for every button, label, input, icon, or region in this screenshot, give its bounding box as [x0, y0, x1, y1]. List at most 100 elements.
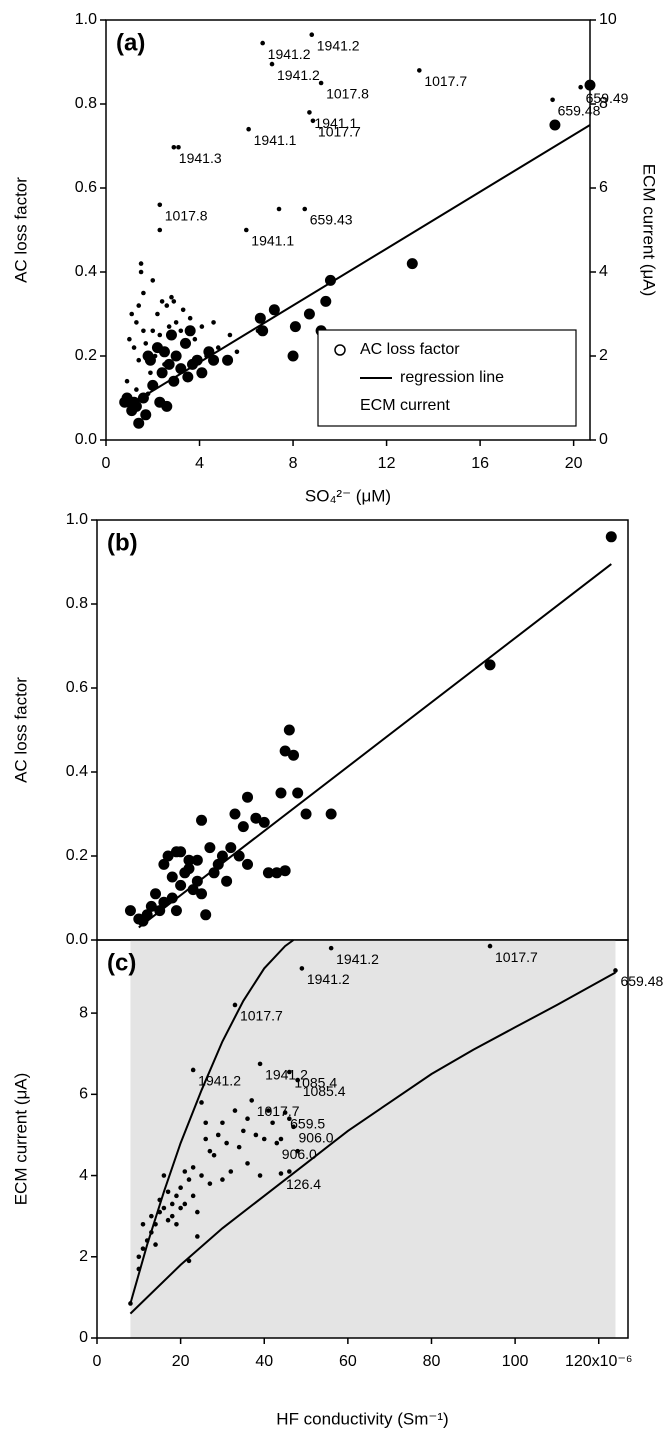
small-dot	[328, 945, 334, 951]
large-dot	[406, 258, 418, 270]
point-label: 906.0	[299, 1130, 334, 1146]
small-dot	[211, 1152, 217, 1158]
small-dot	[164, 303, 170, 308]
large-dot	[254, 312, 266, 324]
small-dot	[243, 227, 249, 233]
small-dot	[140, 1221, 146, 1227]
small-dot	[138, 269, 144, 275]
large-dot	[158, 346, 170, 358]
small-dot	[131, 345, 137, 350]
large-dot	[165, 329, 177, 341]
small-dot	[182, 1169, 188, 1174]
large-dot	[133, 417, 145, 429]
small-dot	[253, 1132, 259, 1138]
point-label: 1941.2	[317, 37, 360, 53]
large-dot	[229, 808, 241, 820]
large-dot	[208, 867, 220, 879]
small-dot	[203, 1120, 209, 1126]
y-tick-label: 8	[79, 1004, 88, 1021]
small-dot	[195, 1209, 200, 1215]
small-dot	[261, 1136, 267, 1142]
large-dot	[166, 871, 178, 883]
y-axis-label: AC loss factor	[11, 177, 30, 283]
point-label: 1941.1	[314, 115, 357, 131]
small-dot	[203, 1136, 209, 1142]
small-dot	[190, 1067, 196, 1073]
large-dot	[484, 659, 496, 671]
small-dot	[169, 1213, 175, 1219]
small-dot	[150, 278, 156, 283]
y-tick-label: 0	[79, 1329, 88, 1346]
large-dot	[283, 724, 295, 736]
small-dot	[182, 1201, 188, 1207]
plot-frame	[105, 19, 591, 441]
small-dot	[487, 943, 493, 949]
small-dot	[220, 1120, 225, 1126]
small-dot	[270, 1120, 275, 1126]
small-dot	[176, 144, 181, 150]
small-dot	[183, 341, 188, 346]
small-dot	[282, 1110, 288, 1115]
large-dot	[258, 816, 270, 828]
large-dot	[605, 531, 617, 543]
x-tick-label: 4	[195, 455, 204, 472]
x-tick-label: 0	[102, 455, 111, 472]
large-dot	[289, 321, 301, 333]
large-dot	[182, 371, 194, 383]
large-dot	[191, 854, 203, 866]
x-tick-label: 20	[172, 1353, 190, 1370]
large-dot	[303, 308, 315, 320]
small-dot	[169, 294, 174, 300]
small-dot	[136, 303, 142, 308]
small-dot	[211, 320, 216, 325]
small-dot	[207, 1181, 213, 1186]
small-dot	[169, 1201, 175, 1207]
small-dot	[159, 299, 165, 304]
small-dot	[245, 1161, 250, 1166]
large-dot	[262, 867, 274, 879]
point-label: 1017.8	[165, 208, 208, 224]
y-tick-label: 0.0	[66, 931, 88, 948]
large-dot	[271, 867, 283, 879]
large-dot	[145, 900, 157, 912]
point-label: 659.48	[620, 973, 663, 989]
small-dot	[257, 1061, 263, 1067]
point-label: 1017.8	[326, 86, 369, 102]
large-dot	[204, 842, 216, 854]
point-label: 1017.7	[318, 124, 361, 140]
large-dot	[175, 879, 187, 891]
y-axis-label: ECM current (μA)	[11, 1073, 30, 1206]
x-tick-label: 80	[423, 1353, 441, 1370]
legend-label: ECM current	[360, 397, 450, 414]
small-dot	[186, 1177, 192, 1182]
large-dot	[196, 888, 208, 900]
small-dot	[148, 370, 153, 376]
large-dot	[124, 905, 136, 917]
small-dot	[192, 336, 198, 342]
y-tick-label: 2	[79, 1248, 88, 1265]
y-tick-label: 0.6	[66, 679, 88, 696]
large-dot	[288, 749, 300, 761]
x-tick-label: 120x10⁻⁶	[565, 1353, 633, 1370]
small-dot	[236, 1144, 242, 1150]
small-dot	[141, 328, 146, 334]
small-dot	[199, 324, 205, 329]
large-dot	[137, 915, 149, 927]
large-dot	[140, 409, 152, 421]
y2-axis-label: ECM current (μA)	[640, 164, 659, 297]
point-label: 1941.2	[307, 971, 350, 987]
y-tick-label: 0.2	[75, 347, 97, 364]
small-dot	[241, 1128, 246, 1134]
point-label: 1941.1	[251, 233, 294, 249]
large-dot	[162, 850, 174, 862]
point-label: 659.5	[290, 1115, 325, 1131]
small-dot	[199, 1173, 204, 1178]
large-dot	[208, 354, 220, 366]
small-dot	[302, 206, 308, 212]
point-label: 1017.7	[424, 73, 467, 89]
small-dot	[174, 1193, 179, 1199]
small-dot	[166, 324, 172, 329]
small-dot	[204, 353, 209, 359]
small-dot	[150, 328, 156, 334]
small-dot	[234, 349, 240, 355]
